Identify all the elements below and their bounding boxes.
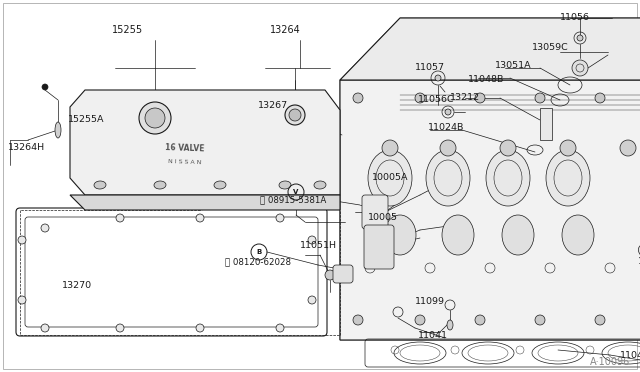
Ellipse shape — [18, 296, 26, 304]
Ellipse shape — [276, 214, 284, 222]
Ellipse shape — [41, 224, 49, 232]
Ellipse shape — [94, 181, 106, 189]
Text: 13264: 13264 — [269, 25, 300, 35]
Ellipse shape — [289, 109, 301, 121]
Text: 11098: 11098 — [638, 257, 640, 266]
Text: 13270: 13270 — [62, 280, 92, 289]
Text: 11056: 11056 — [560, 13, 590, 22]
Text: 13267: 13267 — [258, 100, 288, 109]
Ellipse shape — [577, 35, 583, 41]
Text: A·10096: A·10096 — [590, 357, 630, 367]
Text: 15255: 15255 — [113, 25, 143, 35]
Ellipse shape — [154, 181, 166, 189]
FancyBboxPatch shape — [362, 195, 388, 229]
Ellipse shape — [475, 93, 485, 103]
Ellipse shape — [486, 150, 530, 206]
Ellipse shape — [368, 150, 412, 206]
Ellipse shape — [308, 296, 316, 304]
Text: 11057: 11057 — [415, 64, 445, 73]
Ellipse shape — [196, 214, 204, 222]
FancyBboxPatch shape — [364, 225, 394, 269]
Text: 13059C: 13059C — [532, 44, 569, 52]
Ellipse shape — [562, 215, 594, 255]
Ellipse shape — [139, 102, 171, 134]
Ellipse shape — [325, 270, 335, 280]
Text: 13051A: 13051A — [495, 61, 532, 70]
Polygon shape — [340, 80, 640, 340]
Ellipse shape — [55, 122, 61, 138]
Ellipse shape — [560, 140, 576, 156]
Text: N I S S A N: N I S S A N — [168, 159, 202, 165]
Ellipse shape — [595, 93, 605, 103]
Ellipse shape — [440, 140, 456, 156]
Ellipse shape — [595, 315, 605, 325]
Polygon shape — [340, 18, 640, 115]
FancyBboxPatch shape — [333, 265, 353, 283]
Ellipse shape — [415, 315, 425, 325]
Ellipse shape — [426, 150, 470, 206]
Text: V: V — [293, 189, 299, 195]
Ellipse shape — [447, 320, 453, 330]
Ellipse shape — [445, 109, 451, 115]
Text: 15255A: 15255A — [68, 115, 104, 125]
Polygon shape — [70, 90, 340, 195]
Ellipse shape — [116, 324, 124, 332]
Text: 10005A: 10005A — [372, 173, 408, 183]
Text: B: B — [257, 249, 262, 255]
Text: 10005: 10005 — [368, 214, 398, 222]
Ellipse shape — [435, 75, 441, 81]
Text: 11024B: 11024B — [428, 124, 465, 132]
Ellipse shape — [475, 315, 485, 325]
Ellipse shape — [18, 236, 26, 244]
Ellipse shape — [214, 181, 226, 189]
Ellipse shape — [382, 140, 398, 156]
Ellipse shape — [546, 150, 590, 206]
Text: 11051H: 11051H — [300, 241, 337, 250]
Ellipse shape — [415, 93, 425, 103]
Ellipse shape — [196, 324, 204, 332]
Ellipse shape — [638, 243, 640, 260]
Ellipse shape — [276, 324, 284, 332]
Text: Ⓑ 08120-62028: Ⓑ 08120-62028 — [225, 257, 291, 266]
Ellipse shape — [41, 324, 49, 332]
Text: Ⓥ 08915-5381A: Ⓥ 08915-5381A — [260, 196, 326, 205]
Ellipse shape — [620, 140, 636, 156]
Polygon shape — [70, 195, 340, 210]
Ellipse shape — [353, 315, 363, 325]
Ellipse shape — [502, 215, 534, 255]
Text: 13264H: 13264H — [8, 144, 45, 153]
Ellipse shape — [353, 93, 363, 103]
Text: 13212: 13212 — [450, 93, 480, 103]
Ellipse shape — [500, 140, 516, 156]
Ellipse shape — [42, 84, 48, 90]
Ellipse shape — [384, 215, 416, 255]
Ellipse shape — [279, 181, 291, 189]
Ellipse shape — [535, 93, 545, 103]
Ellipse shape — [145, 108, 165, 128]
Text: 11099: 11099 — [415, 298, 445, 307]
Ellipse shape — [116, 214, 124, 222]
Text: 16 VALVE: 16 VALVE — [165, 143, 205, 153]
Ellipse shape — [535, 315, 545, 325]
Text: 11041: 11041 — [418, 330, 448, 340]
Text: 11044: 11044 — [620, 350, 640, 359]
Ellipse shape — [314, 181, 326, 189]
Ellipse shape — [572, 60, 588, 76]
Ellipse shape — [308, 236, 316, 244]
Text: 11056C: 11056C — [418, 96, 454, 105]
Bar — [540, 108, 552, 140]
Ellipse shape — [285, 105, 305, 125]
Ellipse shape — [442, 215, 474, 255]
Text: 11048B: 11048B — [468, 76, 504, 84]
